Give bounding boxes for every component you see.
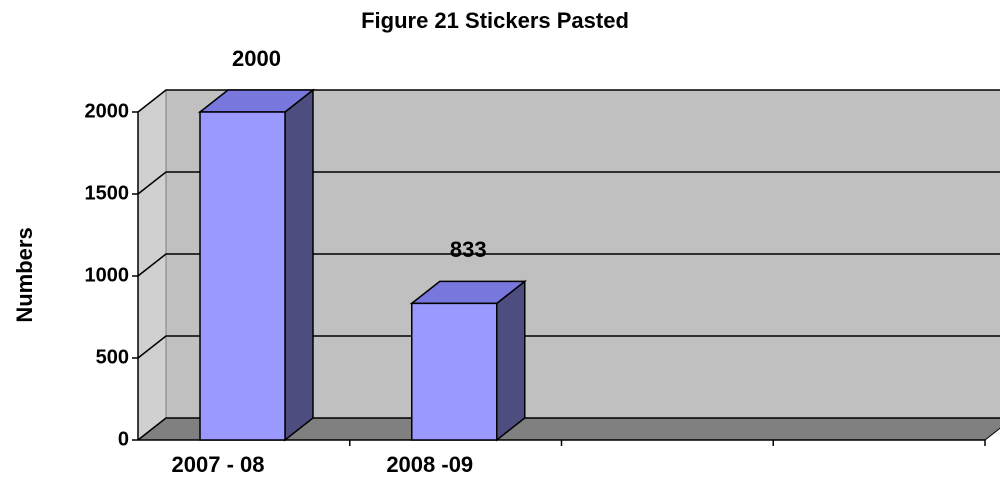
y-tick-label: 0 [118, 428, 129, 450]
y-tick-label: 1500 [85, 182, 130, 204]
chart-title: Figure 21 Stickers Pasted [361, 8, 629, 33]
grid-line [137, 335, 1000, 359]
grid-line [137, 417, 1000, 441]
y-tick-label: 2000 [85, 100, 130, 122]
y-tick-label: 1000 [85, 264, 130, 286]
x-tick-label: 2008 -09 [386, 452, 473, 477]
bar [411, 302, 498, 441]
bar-side [496, 279, 526, 442]
y-tick-label: 500 [96, 346, 129, 368]
grid-line [137, 171, 1000, 195]
value-label: 2000 [232, 46, 281, 71]
grid-line [137, 253, 1000, 277]
y-axis-label: Numbers [12, 227, 37, 322]
value-label: 833 [450, 237, 487, 262]
bar [199, 111, 286, 441]
bar-side [284, 88, 314, 442]
x-tick-label: 2007 - 08 [172, 452, 265, 477]
grid-line [137, 89, 1000, 113]
